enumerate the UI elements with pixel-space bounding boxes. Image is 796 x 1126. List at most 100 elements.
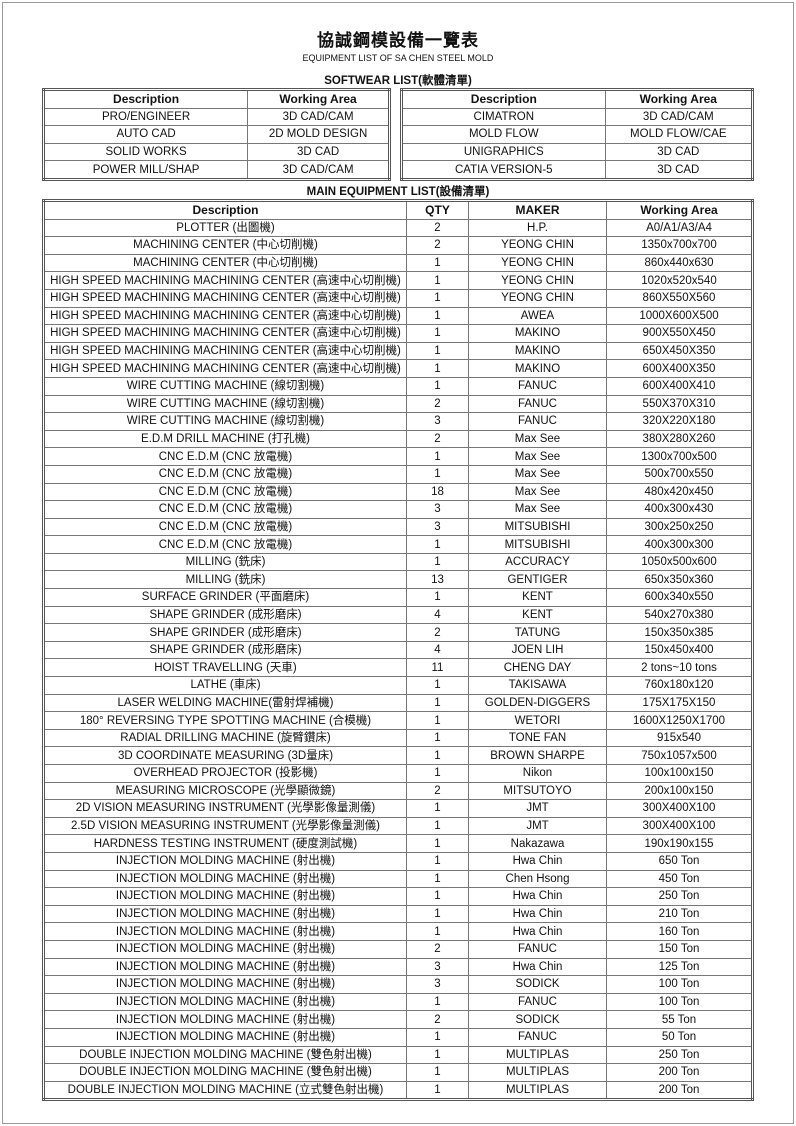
table-row: HIGH SPEED MACHINING MACHINING CENTER (高… xyxy=(43,324,753,343)
working-area-cell: 100 Ton xyxy=(606,992,753,1012)
maker-cell: JOEN LIH xyxy=(468,640,607,660)
description-cell: INJECTION MOLDING MACHINE (射出機) xyxy=(43,851,407,871)
maker-cell: FANUC xyxy=(468,992,607,1012)
working-area-cell: 380X280X260 xyxy=(606,429,753,449)
working-area-cell: 600X400X350 xyxy=(606,359,753,378)
working-area-cell: 150 Ton xyxy=(606,939,753,959)
working-area-cell: 190x190x155 xyxy=(606,834,753,853)
description-cell: HARDNESS TESTING INSTRUMENT (硬度測試機) xyxy=(43,834,407,853)
table-row: 180° REVERSING TYPE SPOTTING MACHINE (合模… xyxy=(43,711,753,730)
description-cell: SHAPE GRINDER (成形磨床) xyxy=(43,605,407,625)
table-row: HARDNESS TESTING INSTRUMENT (硬度測試機) 1 Naka… xyxy=(43,834,753,853)
working-area-cell: 1050x500x600 xyxy=(606,552,753,572)
table-row: DOUBLE INJECTION MOLDING MACHINE (立式雙色射出… xyxy=(43,1080,753,1101)
working-area-cell: 300x250x250 xyxy=(606,517,753,537)
description-cell: CATIA VERSION-5 xyxy=(401,160,606,180)
table-row: CNC E.D.M (CNC 放電機) 18 Max See 480x420x450 xyxy=(43,482,753,502)
working-area-cell: 400x300x300 xyxy=(606,535,753,554)
table-row: E.D.M DRILL MACHINE (打孔機) 2 Max See 380X280… xyxy=(43,429,753,449)
qty-cell: 1 xyxy=(406,1063,469,1082)
table-row: 3D COORDINATE MEASURING (3D量床) 1 BROWN SHA… xyxy=(43,746,753,765)
working-area-cell: 650X450X350 xyxy=(606,341,753,361)
working-area-cell: 320X220X180 xyxy=(606,412,753,431)
table-row: MEASURING MICROSCOPE (光學顯微鏡) 2 MITSUTOYO 20… xyxy=(43,781,753,801)
working-area-cell: 2 tons~10 tons xyxy=(606,658,753,678)
maker-cell: MAKINO xyxy=(468,359,607,378)
maker-cell: MITSUTOYO xyxy=(468,781,607,801)
qty-cell: 1 xyxy=(406,271,469,290)
maker-cell: Hwa Chin xyxy=(468,887,607,906)
qty-cell: 1 xyxy=(406,904,469,924)
maker-cell: ACCURACY xyxy=(468,552,607,572)
column-header-description: Description xyxy=(43,200,407,220)
table-row: SHAPE GRINDER (成形磨床) 4 JOEN LIH 150x450x400 xyxy=(43,640,753,660)
qty-cell: 3 xyxy=(406,975,469,994)
working-area-cell: 600x340x550 xyxy=(606,588,753,607)
qty-cell: 4 xyxy=(406,605,469,625)
qty-cell: 2 xyxy=(406,623,469,642)
qty-cell: 1 xyxy=(406,693,469,713)
description-cell: CNC E.D.M (CNC 放電機) xyxy=(43,500,407,519)
table-row: CNC E.D.M (CNC 放電機) 1 Max See 1300x700x500 xyxy=(43,447,753,466)
table-row: HIGH SPEED MACHINING MACHINING CENTER (高… xyxy=(43,341,753,361)
maker-cell: Nakazawa xyxy=(468,834,607,853)
description-cell: DOUBLE INJECTION MOLDING MACHINE (立式雙色射出… xyxy=(43,1080,407,1101)
table-row: AUTO CAD 2D MOLD DESIGN xyxy=(42,125,390,144)
working-area-cell: 3D CAD xyxy=(604,142,754,162)
table-row: CNC E.D.M (CNC 放電機) 3 MITSUBISHI 300x250x25… xyxy=(43,517,753,537)
description-cell: CNC E.D.M (CNC 放電機) xyxy=(43,535,407,554)
maker-cell: KENT xyxy=(468,605,607,625)
description-cell: SURFACE GRINDER (平面磨床) xyxy=(43,588,407,607)
table-row: UNIGRAPHICS 3D CAD xyxy=(401,142,754,162)
qty-cell: 3 xyxy=(406,957,469,977)
description-cell: INJECTION MOLDING MACHINE (射出機) xyxy=(43,1027,407,1047)
description-cell: UNIGRAPHICS xyxy=(401,142,606,162)
description-cell: CNC E.D.M (CNC 放電機) xyxy=(43,447,407,466)
table-row: MACHINING CENTER (中心切削機) 2 YEONG CHIN 1350x… xyxy=(43,236,753,255)
working-area-cell: A0/A1/A3/A4 xyxy=(606,218,753,238)
description-cell: SHAPE GRINDER (成形磨床) xyxy=(43,623,407,642)
maker-cell: GOLDEN-DIGGERS xyxy=(468,693,607,713)
description-cell: HIGH SPEED MACHINING MACHINING CENTER (高… xyxy=(43,324,407,343)
qty-cell: 3 xyxy=(406,412,469,431)
qty-cell: 1 xyxy=(406,1045,469,1065)
working-area-cell: 250 Ton xyxy=(606,1045,753,1065)
page-title: 協誠鋼模設備一覽表 xyxy=(317,31,479,51)
maker-cell: MULTIPLAS xyxy=(468,1063,607,1082)
table-row: INJECTION MOLDING MACHINE (射出機) 1 Hwa Chin… xyxy=(43,904,753,924)
working-area-cell: 650 Ton xyxy=(606,851,753,871)
description-cell: E.D.M DRILL MACHINE (打孔機) xyxy=(43,429,407,449)
qty-cell: 18 xyxy=(406,482,469,502)
table-row: MOLD FLOW MOLD FLOW/CAE xyxy=(401,125,754,144)
table-row: CIMATRON 3D CAD/CAM xyxy=(401,107,754,127)
table-row: SOLID WORKS 3D CAD xyxy=(42,142,390,162)
table-row: CATIA VERSION-5 3D CAD xyxy=(401,160,754,180)
qty-cell: 3 xyxy=(406,517,469,537)
maker-cell: FANUC xyxy=(468,939,607,959)
table-row: SURFACE GRINDER (平面磨床) 1 KENT 600x340x550 xyxy=(43,588,753,607)
qty-cell: 1 xyxy=(406,992,469,1012)
maker-cell: FANUC xyxy=(468,394,607,414)
description-cell: WIRE CUTTING MACHINE (線切割機) xyxy=(43,412,407,431)
qty-cell: 1 xyxy=(406,869,469,889)
qty-cell: 1 xyxy=(406,588,469,607)
qty-cell: 2 xyxy=(406,218,469,238)
maker-cell: GENTIGER xyxy=(468,570,607,590)
working-area-cell: 1350x700x700 xyxy=(606,236,753,255)
qty-cell: 1 xyxy=(406,746,469,765)
maker-cell: H.P. xyxy=(468,218,607,238)
working-area-cell: 200 Ton xyxy=(606,1080,753,1101)
table-row: LASER WELDING MACHINE(雷射焊補機) 1 GOLDEN-DIGG… xyxy=(43,693,753,713)
maker-cell: Hwa Chin xyxy=(468,904,607,924)
description-cell: INJECTION MOLDING MACHINE (射出機) xyxy=(43,992,407,1012)
description-cell: HIGH SPEED MACHINING MACHINING CENTER (高… xyxy=(43,288,407,308)
column-header-maker: MAKER xyxy=(468,200,607,220)
table-row: HIGH SPEED MACHINING MACHINING CENTER (高… xyxy=(43,359,753,378)
maker-cell: YEONG CHIN xyxy=(468,271,607,290)
working-area-cell: 540x270x380 xyxy=(606,605,753,625)
working-area-cell: 600X400X410 xyxy=(606,376,753,396)
description-cell: 2D VISION MEASURING INSTRUMENT (光學影像量測儀) xyxy=(43,799,407,818)
working-area-cell: 860x440x630 xyxy=(606,253,753,273)
qty-cell: 2 xyxy=(406,781,469,801)
maker-cell: AWEA xyxy=(468,306,607,326)
